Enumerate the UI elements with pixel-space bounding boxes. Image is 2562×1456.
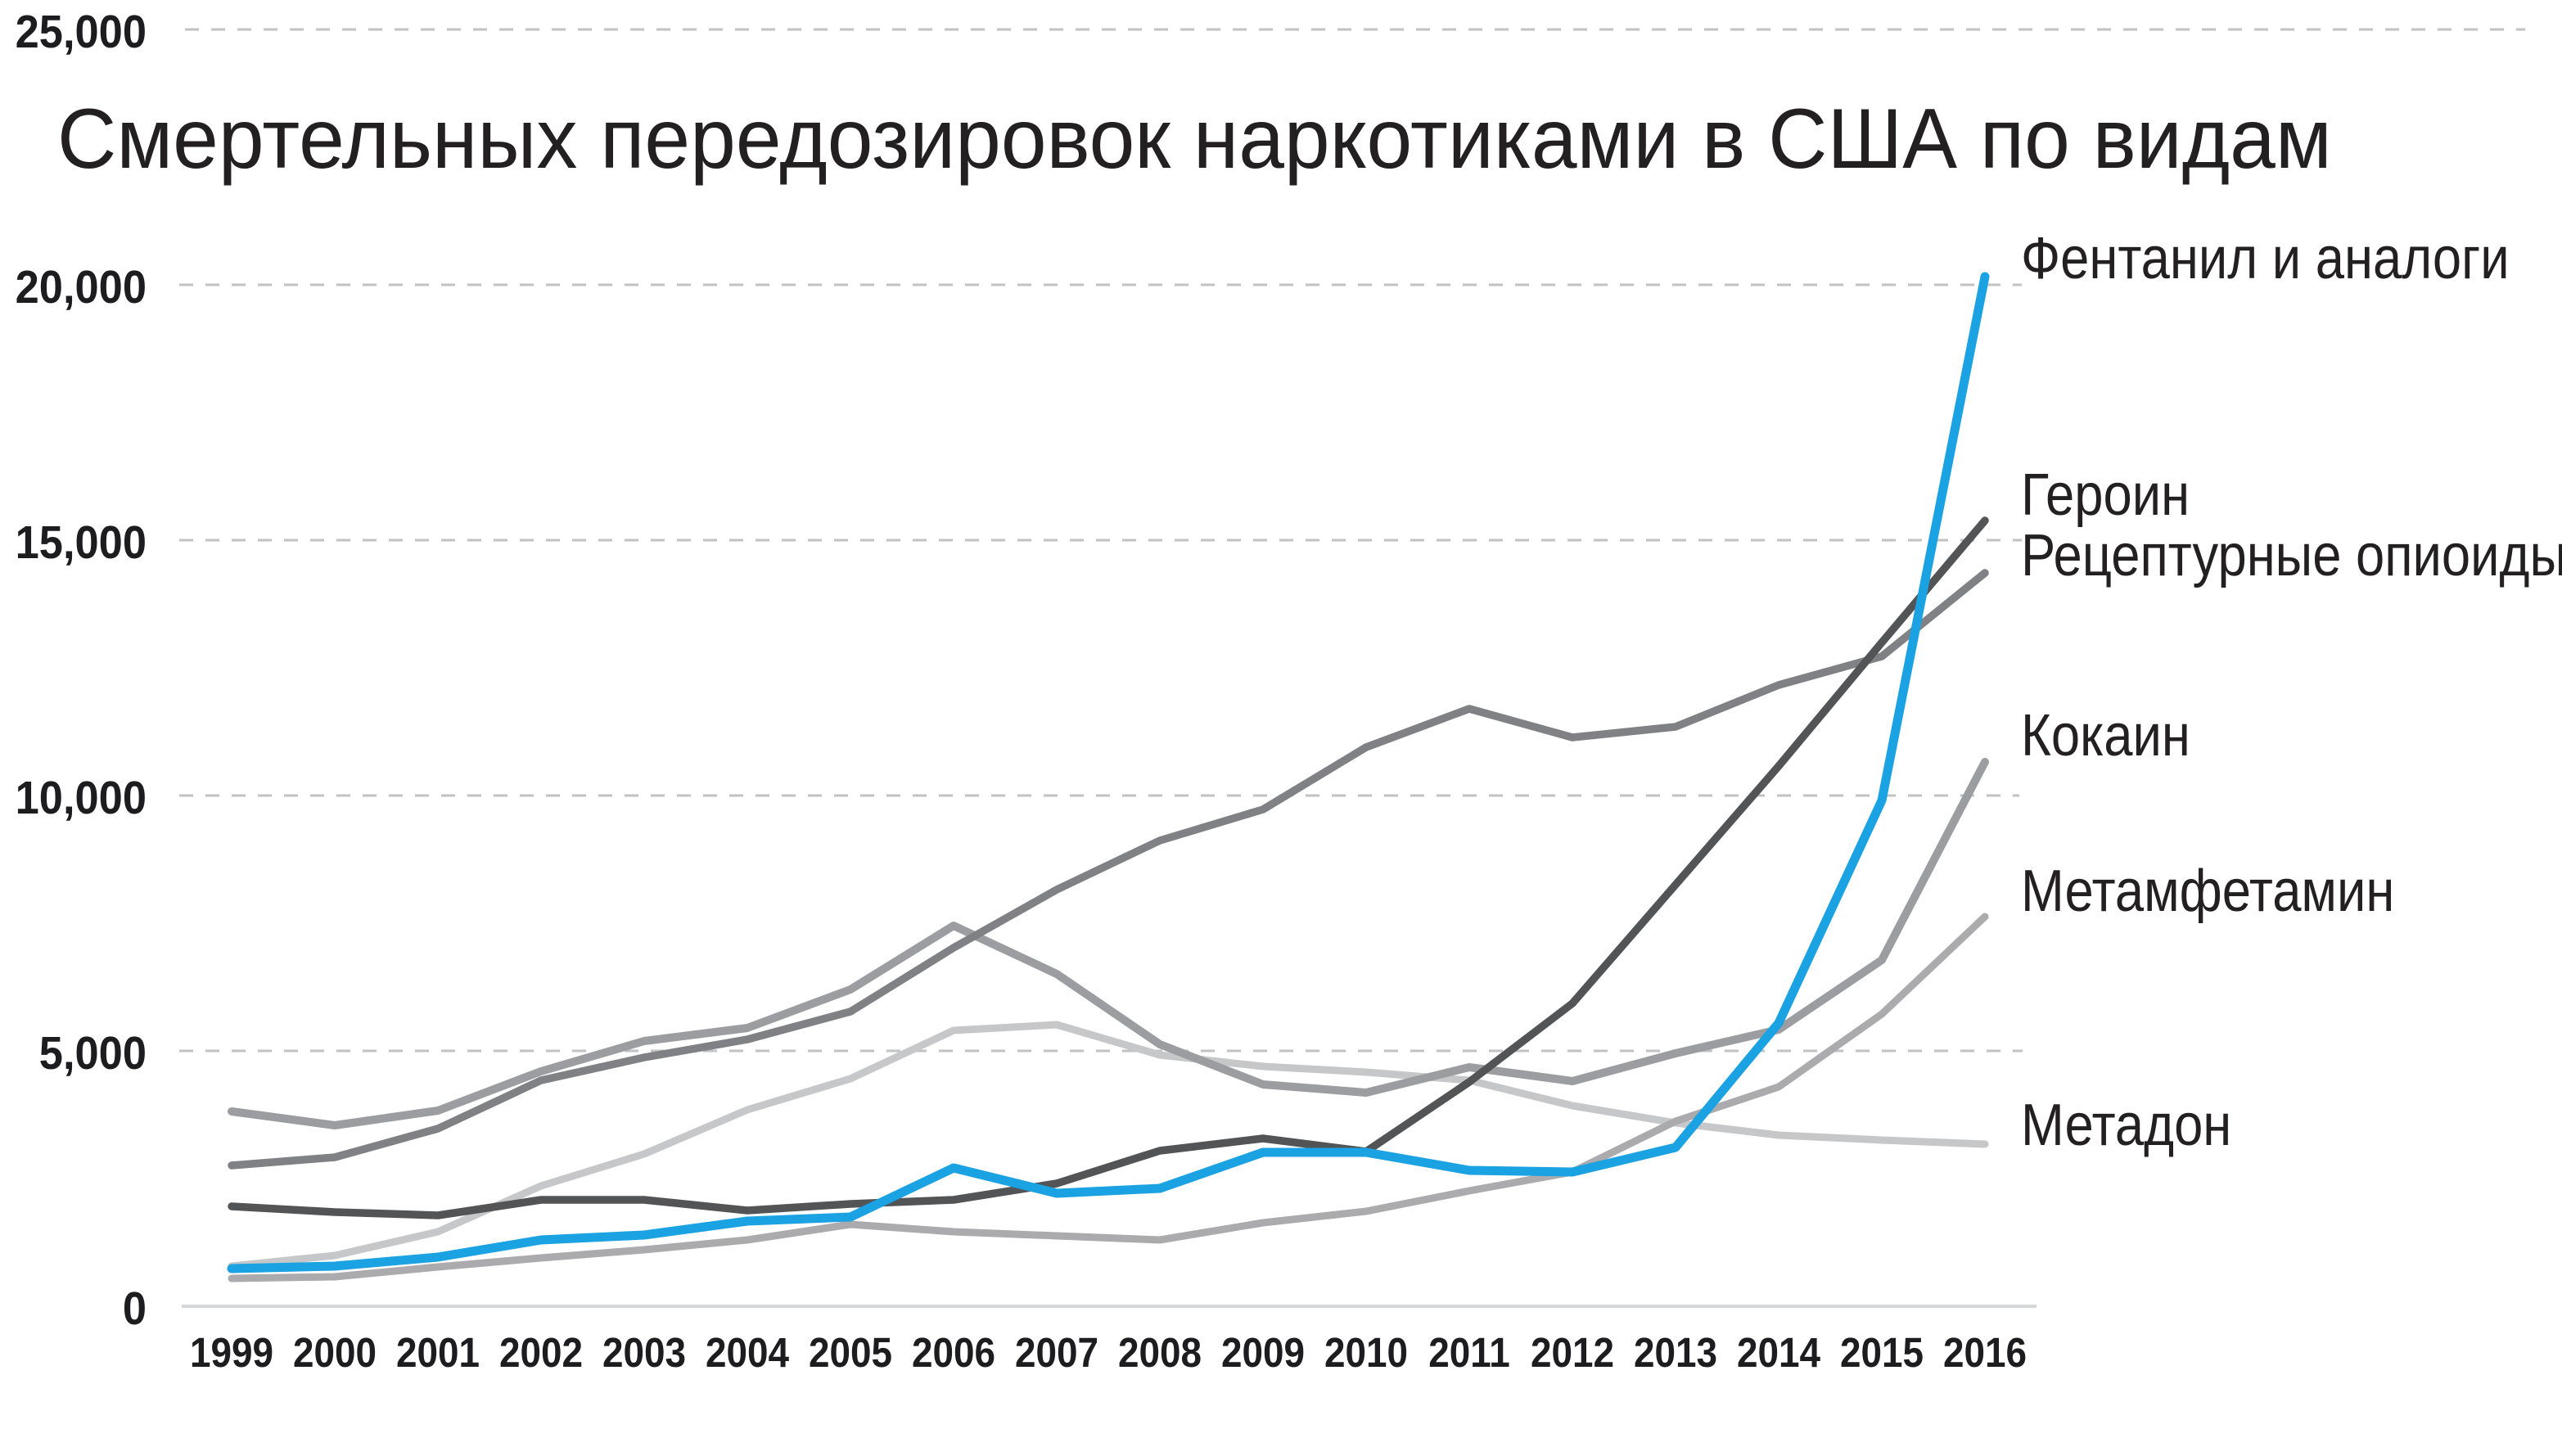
svg-text:2010: 2010 — [1324, 1330, 1408, 1377]
svg-text:2013: 2013 — [1634, 1330, 1717, 1377]
svg-text:2003: 2003 — [602, 1330, 686, 1377]
svg-text:2015: 2015 — [1840, 1330, 1924, 1377]
svg-text:Метадон: Метадон — [2021, 1093, 2231, 1158]
svg-text:Рецептурные опиоиды: Рецептурные опиоиды — [2021, 523, 2562, 588]
svg-text:5,000: 5,000 — [39, 1026, 147, 1080]
svg-text:2011: 2011 — [1428, 1330, 1510, 1377]
svg-text:Смертельных передозировок нарк: Смертельных передозировок наркотиками в … — [57, 91, 2332, 186]
svg-text:2009: 2009 — [1221, 1330, 1305, 1377]
svg-text:2014: 2014 — [1737, 1330, 1820, 1377]
svg-text:Фентанил и аналоги: Фентанил и аналоги — [2021, 226, 2510, 291]
svg-text:2001: 2001 — [396, 1330, 480, 1377]
svg-text:0: 0 — [123, 1282, 147, 1335]
svg-text:Кокаин: Кокаин — [2021, 703, 2190, 769]
svg-text:2006: 2006 — [912, 1330, 995, 1377]
svg-text:15,000: 15,000 — [16, 516, 147, 569]
svg-text:25,000: 25,000 — [16, 5, 147, 58]
svg-text:1999: 1999 — [190, 1330, 273, 1377]
svg-text:2012: 2012 — [1531, 1330, 1614, 1377]
svg-text:Метамфетамин: Метамфетамин — [2021, 859, 2394, 924]
svg-text:2000: 2000 — [293, 1330, 377, 1377]
svg-text:Героин: Героин — [2021, 462, 2190, 528]
svg-text:2002: 2002 — [499, 1330, 583, 1377]
svg-text:2007: 2007 — [1015, 1330, 1098, 1377]
svg-text:2004: 2004 — [706, 1330, 789, 1377]
svg-text:20,000: 20,000 — [16, 260, 147, 313]
svg-text:2016: 2016 — [1943, 1330, 2027, 1377]
svg-text:10,000: 10,000 — [16, 771, 147, 824]
svg-text:2008: 2008 — [1118, 1330, 1202, 1377]
svg-text:2005: 2005 — [809, 1330, 892, 1377]
